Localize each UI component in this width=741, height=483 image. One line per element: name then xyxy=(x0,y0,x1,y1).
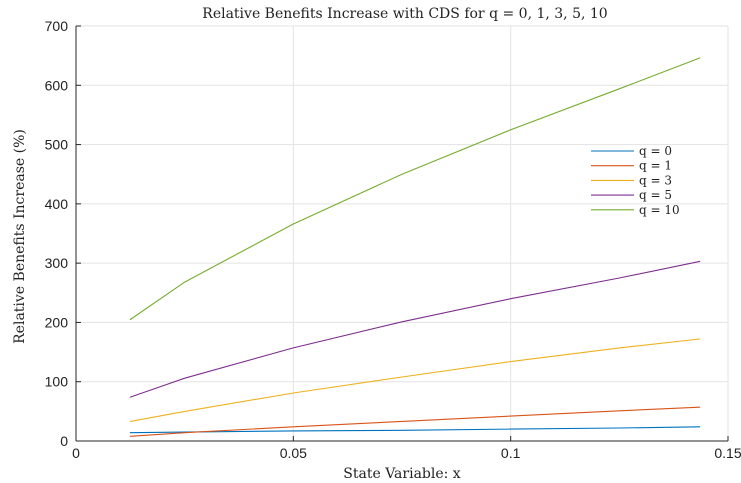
y-tick-label: 0 xyxy=(60,433,68,449)
y-tick-label: 300 xyxy=(45,255,69,271)
series-line-q0 xyxy=(129,426,701,434)
y-tick-label: 400 xyxy=(45,196,69,212)
y-tick-label: 700 xyxy=(45,18,69,34)
legend-label: q = 5 xyxy=(639,188,672,202)
axes xyxy=(75,26,728,442)
y-tick-label: 500 xyxy=(45,137,69,153)
series-line-q10 xyxy=(129,57,701,321)
y-tick-label: 200 xyxy=(45,314,69,330)
series-line-q1 xyxy=(129,406,701,437)
tick-labels: 0 0.05 0.1 0.15 0 100 200 300 400 500 600 700 xyxy=(45,18,741,461)
legend-label: q = 1 xyxy=(639,159,672,173)
legend-label: q = 0 xyxy=(639,144,672,158)
chart-title: Relative Benefits Increase with CDS for … xyxy=(202,6,607,22)
series-line-q3 xyxy=(129,338,701,422)
legend: q = 0q = 1q = 3q = 5q = 10 xyxy=(591,144,680,217)
x-tick-label: 0 xyxy=(72,445,80,461)
series-lines xyxy=(129,57,701,437)
legend-label: q = 10 xyxy=(639,203,680,217)
x-tick-label: 0.1 xyxy=(501,445,521,461)
x-tick-label: 0.15 xyxy=(714,445,741,461)
legend-label: q = 3 xyxy=(639,173,672,187)
plot-background xyxy=(76,26,728,441)
x-tick-label: 0.05 xyxy=(280,445,307,461)
x-axis-label: State Variable: x xyxy=(343,466,461,482)
y-tick-label: 600 xyxy=(45,77,69,93)
series-line-q5 xyxy=(129,260,701,398)
y-axis-label: Relative Benefits Increase (%) xyxy=(12,129,28,344)
y-tick-label: 100 xyxy=(45,374,69,390)
